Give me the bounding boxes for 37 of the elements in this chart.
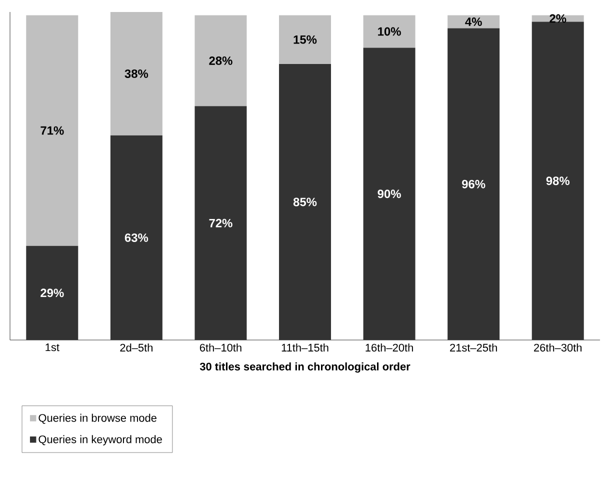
bar — [26, 15, 78, 246]
data-label: 96% — [462, 180, 486, 188]
data-label: 98% — [546, 176, 570, 186]
data-label: 72% — [209, 218, 232, 228]
data-label: 63% — [124, 233, 148, 242]
data-label: 90% — [378, 190, 401, 198]
data-label: 85% — [293, 198, 317, 206]
data-label: 38% — [124, 69, 148, 78]
x-tick-label: 16th–20th — [366, 344, 413, 352]
bar — [194, 106, 247, 340]
x-tick-label: 1st — [46, 344, 60, 352]
x-tick-label: 6th–10th — [200, 344, 242, 352]
bar — [532, 22, 584, 340]
x-tick-label: 2d–5th — [120, 344, 152, 352]
x-tick-label: 11th–15th — [282, 344, 328, 352]
bar — [110, 12, 162, 136]
legend-label: Queries in browse mode — [38, 414, 156, 424]
data-label: 4% — [465, 18, 482, 26]
bar — [448, 15, 500, 28]
x-tick-label: 21st–25th — [450, 344, 497, 352]
x-axis-title: 30 titles searched in chronological order — [200, 362, 410, 373]
bar — [363, 48, 416, 340]
bar — [110, 135, 162, 340]
bar — [279, 64, 331, 340]
x-tick-label: 26th–30th — [534, 344, 582, 352]
bar — [279, 15, 331, 64]
data-label: 28% — [209, 56, 232, 65]
bar — [26, 246, 78, 340]
data-label: 2% — [550, 14, 566, 23]
data-label: 15% — [294, 35, 317, 44]
data-label: 29% — [40, 288, 64, 298]
bar — [448, 28, 500, 340]
bar — [363, 15, 416, 48]
bar — [194, 15, 247, 106]
legend-label: Queries in keyword mode — [38, 435, 162, 446]
data-label: 71% — [40, 126, 64, 135]
data-label: 10% — [378, 27, 401, 36]
